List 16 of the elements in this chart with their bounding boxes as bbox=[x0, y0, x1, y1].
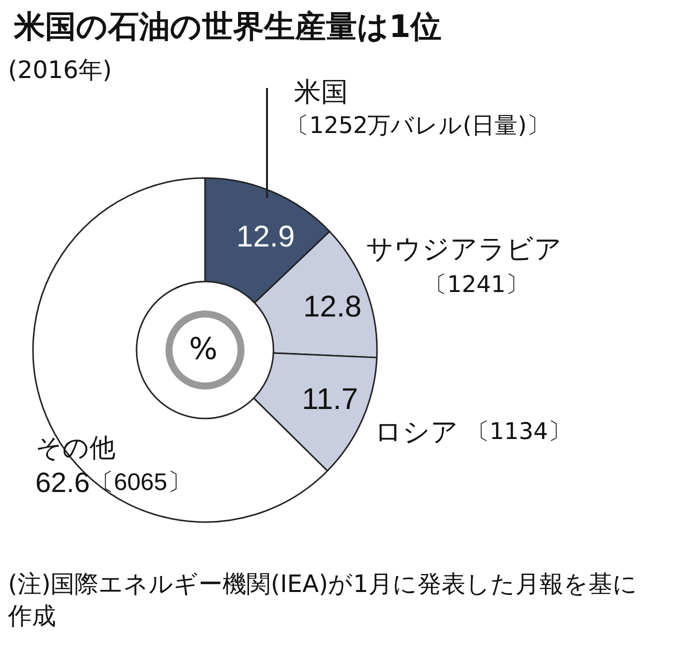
text: 〔1252万バレル(日量)〕 bbox=[286, 112, 550, 142]
text: 〔1241〕 bbox=[424, 270, 529, 300]
chart-title: 米国の石油の世界生産量は1位 bbox=[14, 8, 442, 47]
text: 〔6065〕 bbox=[90, 469, 192, 496]
slice-label: 米国 bbox=[294, 76, 348, 110]
text: (注)国際エネルギー機関(IEA)が1月に発表した月報を基に作成 bbox=[8, 569, 638, 632]
slice-label: ロシア bbox=[374, 416, 459, 450]
data-label: 12.8 bbox=[303, 290, 362, 324]
data-label: 62.6 bbox=[35, 467, 90, 498]
slice-label: その他 bbox=[35, 432, 116, 463]
data-label: 11.7 bbox=[302, 382, 358, 416]
data-label: 12.9 bbox=[236, 220, 295, 254]
slice-label: サウジアラビア bbox=[366, 232, 562, 267]
text: 〔1134〕 bbox=[466, 418, 572, 448]
chart-subtitle: (2016年) bbox=[8, 55, 112, 86]
text: % bbox=[189, 332, 218, 367]
